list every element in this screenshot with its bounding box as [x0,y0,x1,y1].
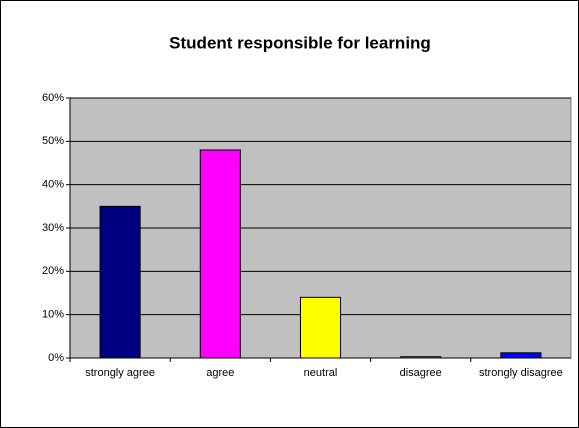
y-tick-label: 30% [42,222,64,234]
x-tick-label: agree [206,367,235,379]
y-tick-label: 40% [42,179,64,191]
x-tick-label: disagree [399,367,442,379]
y-tick-label: 0% [48,352,64,364]
bar [99,205,141,359]
y-tick-label: 20% [42,265,64,277]
bar [299,296,342,359]
x-tick-label: strongly agree [85,367,155,379]
bar [500,352,542,359]
x-tick-label: strongly disagree [479,367,563,379]
y-tick-label: 10% [42,309,64,321]
x-tick-label: neutral [303,367,338,379]
bar [199,149,241,359]
y-tick-label: 50% [42,135,64,147]
chart-title: Student responsible for learning [169,33,431,52]
y-tick-label: 60% [42,92,64,104]
